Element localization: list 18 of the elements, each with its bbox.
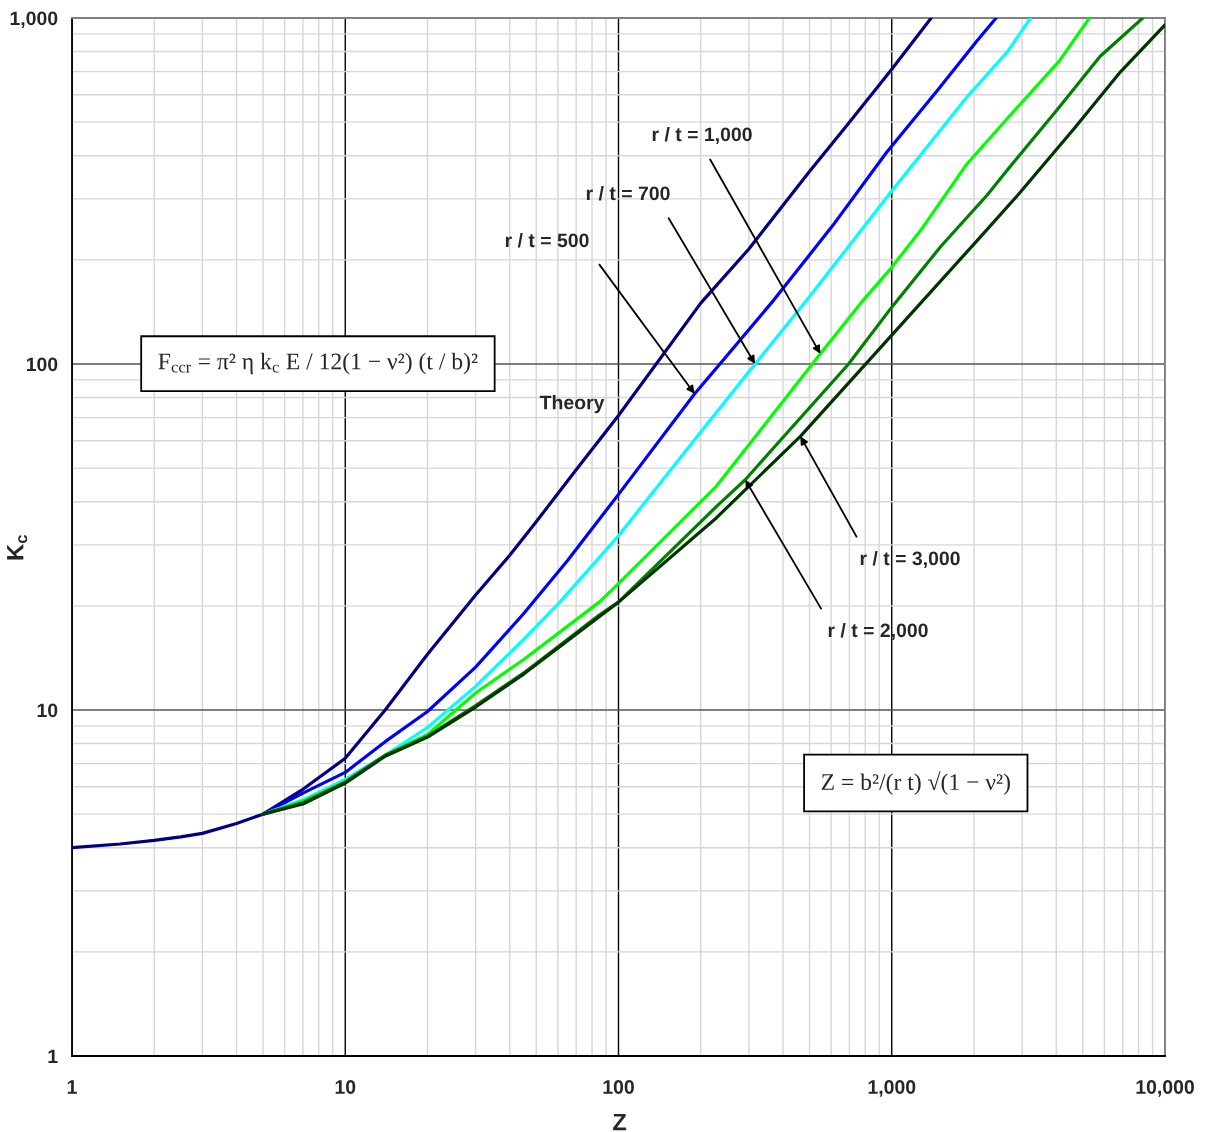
- annotation: r / t = 3,000: [860, 550, 960, 569]
- x-tick-label: 1: [67, 1080, 77, 1094]
- x-tick-label: 1,000: [868, 1080, 916, 1097]
- x-tick-label: 10,000: [1136, 1080, 1194, 1097]
- y-tick-label: 1,000: [10, 11, 58, 29]
- annotation: Theory: [539, 395, 605, 414]
- annotation: r / t = 700: [586, 185, 670, 201]
- y-tick-label: 10: [37, 703, 58, 718]
- x-tick-label: 10: [335, 1080, 356, 1094]
- y-tick-label: 1: [48, 1049, 58, 1064]
- annotation: F$_{ccr}$ = π² η k$_{c}$ E / 12(1 − ν²) (t / b)²: [158, 352, 478, 375]
- annotation: Z = b²/(r t) √(1 − ν²): [821, 771, 1010, 795]
- x-axis-title: Z: [613, 1113, 627, 1131]
- y-axis-title: K$_{c}$: [7, 534, 28, 560]
- annotation: r / t = 500: [505, 232, 589, 248]
- annotation: r / t = 1,000: [652, 126, 752, 145]
- x-tick-label: 100: [603, 1080, 634, 1094]
- y-tick-label: 100: [26, 357, 58, 372]
